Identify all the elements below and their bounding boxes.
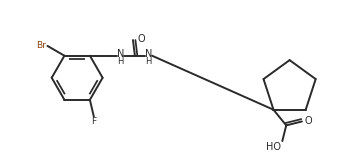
Text: O: O — [137, 34, 145, 44]
Text: O: O — [305, 117, 313, 127]
Text: N: N — [145, 49, 152, 59]
Text: N: N — [116, 49, 124, 59]
Text: H: H — [117, 57, 124, 66]
Text: H: H — [146, 57, 152, 66]
Text: Br: Br — [37, 41, 47, 50]
Text: F: F — [91, 117, 96, 126]
Text: HO: HO — [266, 142, 281, 152]
